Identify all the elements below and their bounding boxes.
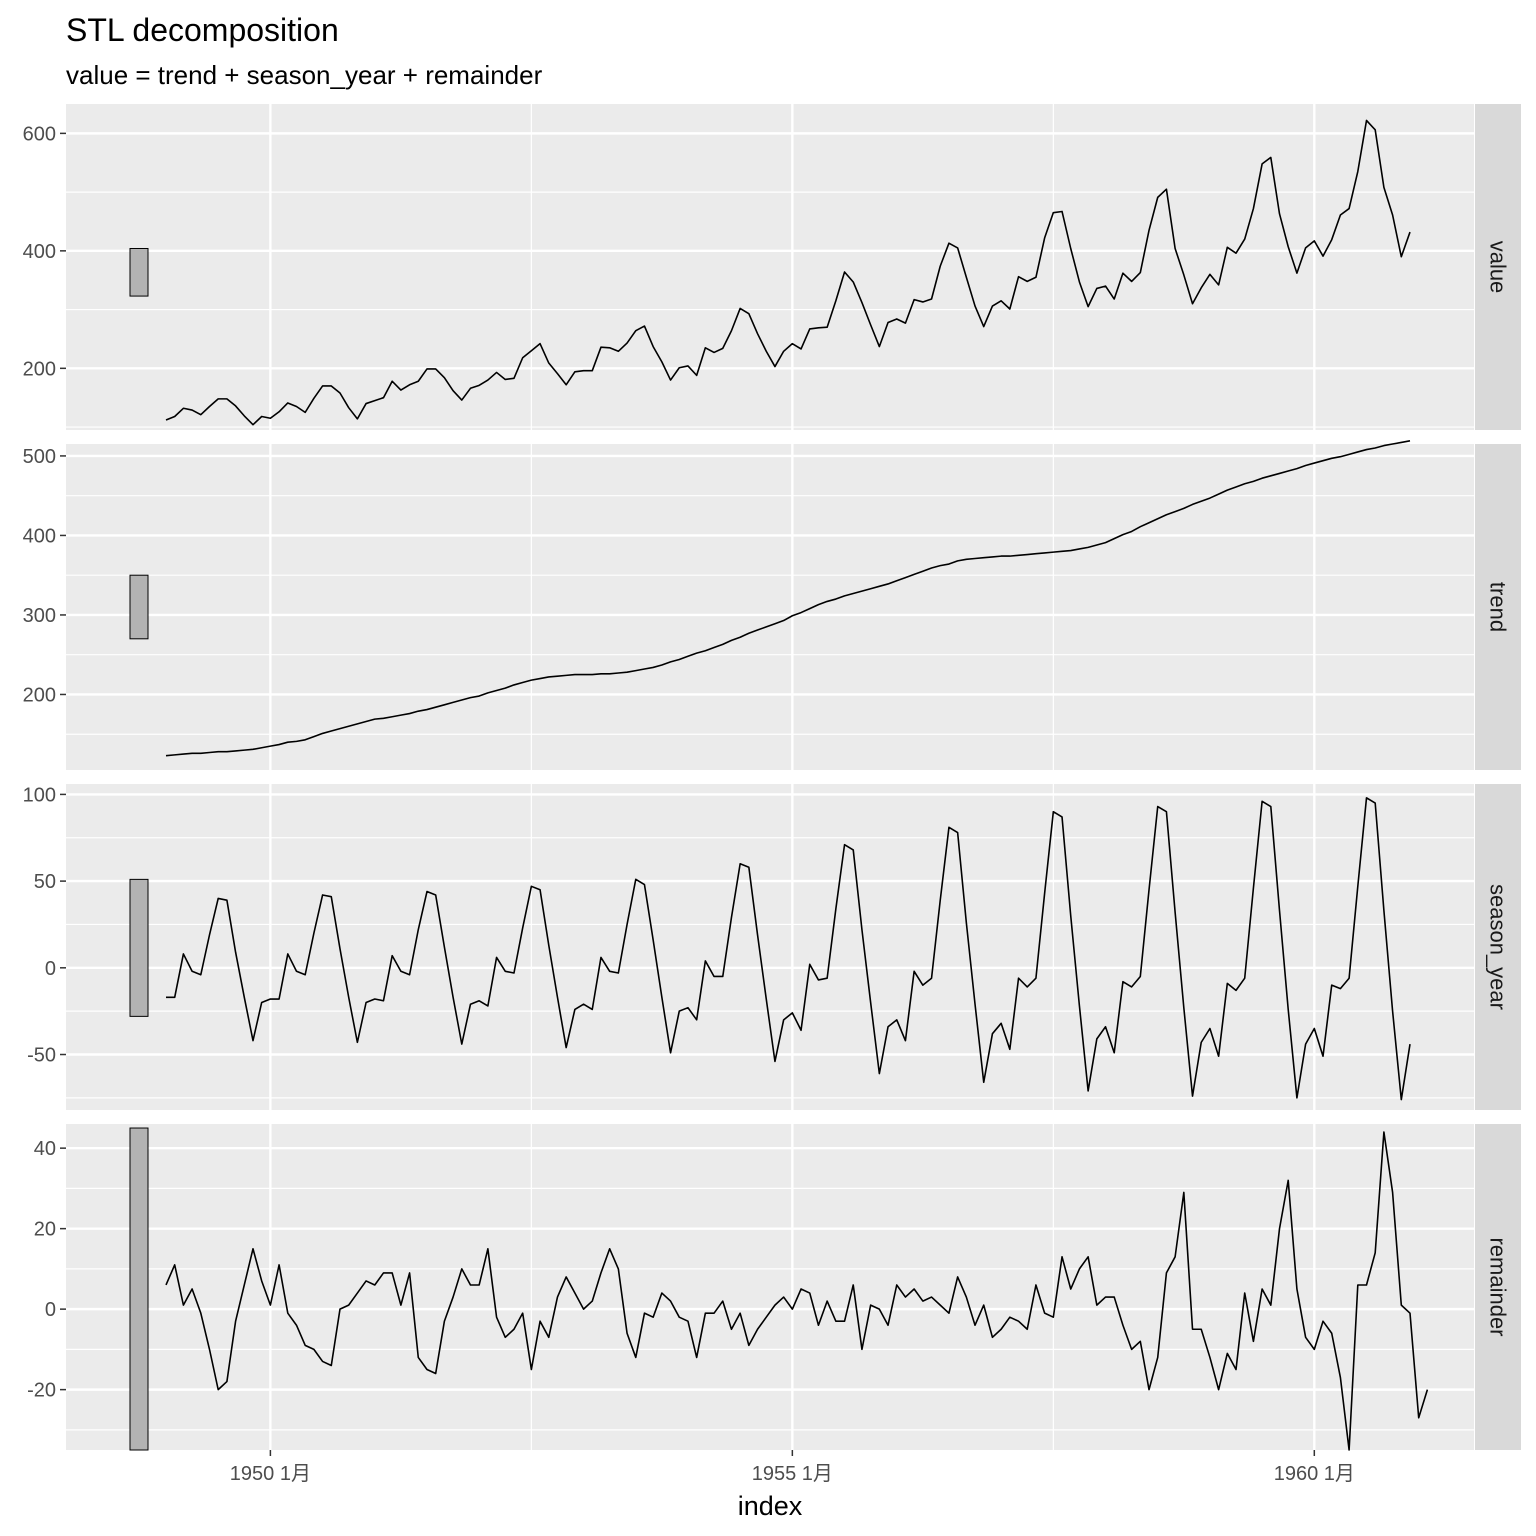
facet-panels: 200400600value200300400500trend-50050100…	[23, 104, 1521, 1451]
panel-background	[66, 1124, 1474, 1450]
y-tick-label: 400	[23, 241, 56, 263]
scale-bar-value	[129, 247, 149, 297]
facet-strip-label: value	[1486, 241, 1511, 294]
facet-strip	[1475, 104, 1521, 430]
series-line-value	[165, 119, 1411, 426]
y-tick-label: 500	[23, 446, 56, 468]
facet-strip	[1475, 784, 1521, 1110]
y-tick-label: -50	[27, 1045, 56, 1067]
y-tick-label: 300	[23, 605, 56, 627]
x-tick-label: 1955 1月	[752, 1463, 833, 1485]
scale-bar-season-year	[129, 878, 149, 1017]
facet-season-year: -50 0 50 100 season_year	[23, 784, 1521, 1110]
series-line-season-year	[166, 797, 1411, 1101]
x-tick-label: 1950 1月	[230, 1463, 311, 1485]
y-tick-label: 20	[34, 1219, 56, 1241]
x-tick-label: 1960 1月	[1274, 1463, 1355, 1485]
series-line-trend	[165, 440, 1411, 757]
series-line-remainder	[165, 1131, 1429, 1451]
x-axis-label: index	[738, 1491, 803, 1521]
facet-remainder: -20 0 20 40 remainder	[27, 1124, 1521, 1451]
facet-value: 200 400 600 value	[23, 104, 1521, 430]
y-tick-label: 0	[45, 1299, 56, 1321]
facet-trend: 200 300 400 500 trend	[23, 440, 1521, 770]
facet-strip	[1475, 1124, 1521, 1450]
y-tick-label: 400	[23, 525, 56, 547]
y-tick-label: 600	[23, 123, 56, 145]
scale-bar-remainder	[129, 1127, 149, 1451]
y-tick-label: -20	[27, 1380, 56, 1402]
scale-bar-trend	[129, 574, 149, 640]
facet-strip-label: trend	[1486, 582, 1511, 632]
panel-background	[66, 444, 1474, 770]
y-tick-label: 200	[23, 358, 56, 380]
panel-background	[66, 104, 1474, 430]
y-tick-label: 50	[34, 871, 56, 893]
panel-background	[66, 784, 1474, 1110]
y-tick-label: 0	[45, 958, 56, 980]
y-tick-label: 40	[34, 1138, 56, 1160]
facet-strip	[1475, 444, 1521, 770]
y-tick-label: 100	[23, 784, 56, 806]
y-tick-label: 200	[23, 684, 56, 706]
chart-title: STL decomposition	[66, 12, 339, 48]
x-axis: 1950 1月 1955 1月 1960 1月	[230, 1450, 1355, 1485]
facet-strip-label: remainder	[1486, 1237, 1511, 1336]
chart-subtitle: value = trend + season_year + remainder	[66, 60, 543, 90]
facet-strip-label: season_year	[1486, 884, 1511, 1010]
